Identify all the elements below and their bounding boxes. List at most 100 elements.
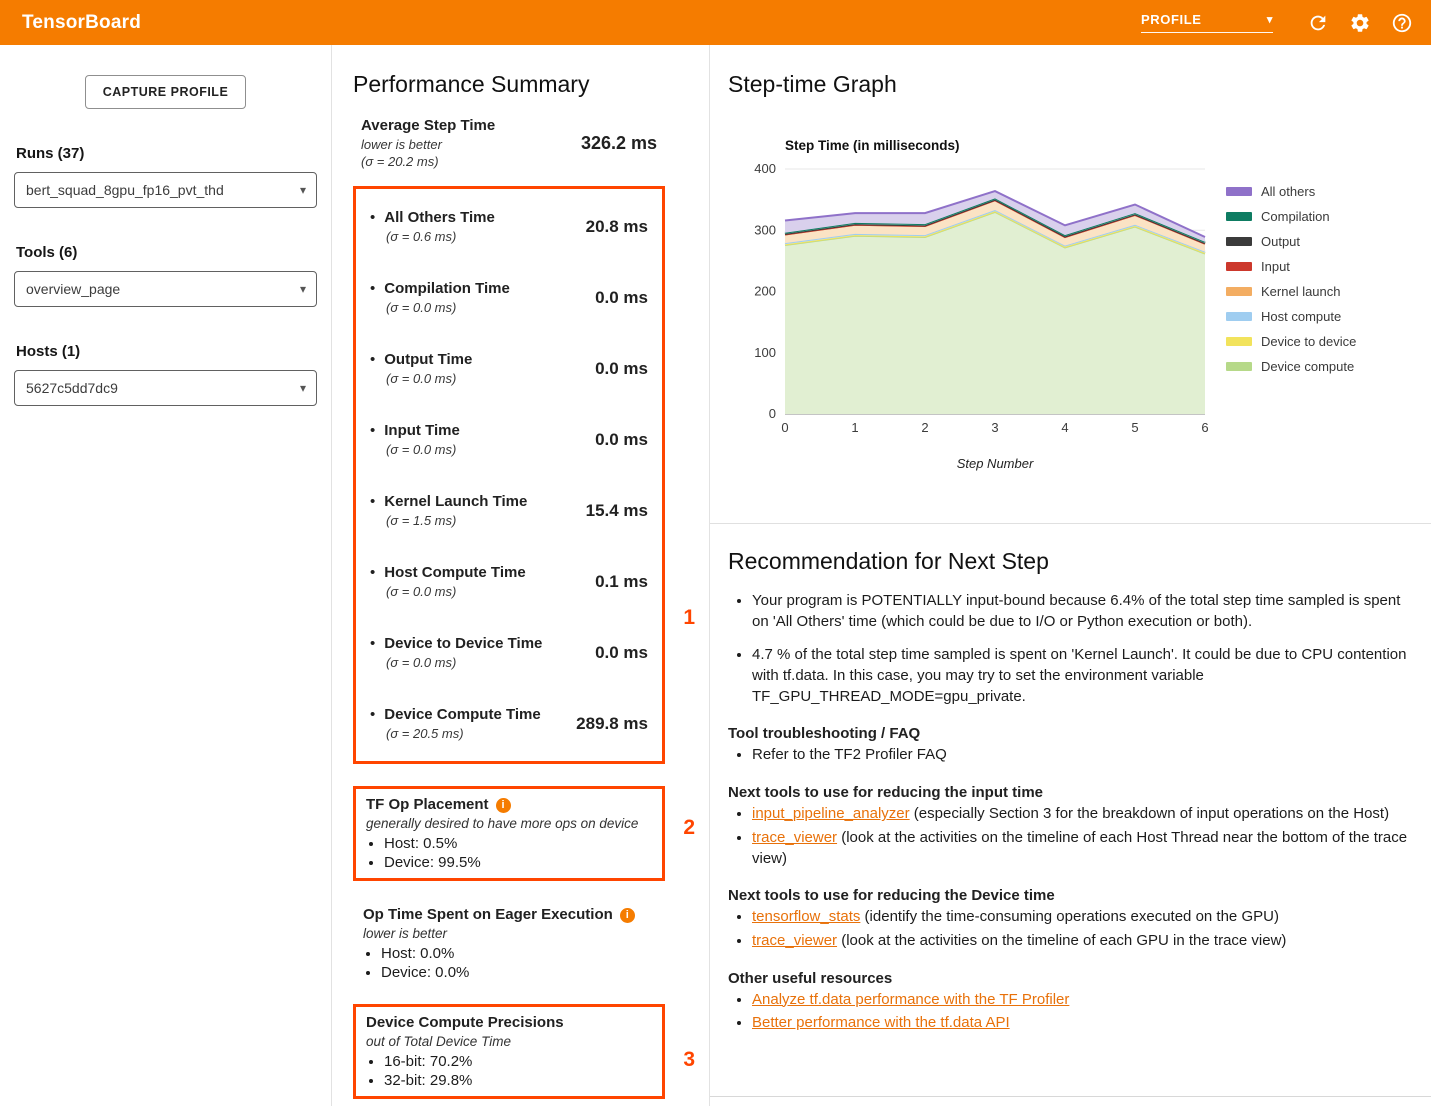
rec-item: Better performance with the tf.data API: [752, 1013, 1411, 1034]
metric-value: 0.0 ms: [595, 429, 648, 449]
rec-section-heading: Other useful resources: [728, 969, 893, 987]
chart-main: Step Time (in milliseconds) 0 100 200 300 40…: [740, 138, 1210, 471]
metric-sigma: (σ = 0.6 ms): [386, 229, 457, 244]
compute-precisions-title: Device Compute Precisions: [366, 1014, 564, 1031]
legend-item: All others: [1226, 184, 1356, 199]
legend-label: Device compute: [1261, 359, 1355, 374]
settings-gear-icon[interactable]: [1349, 12, 1371, 34]
chart-legend: All others Compilation Output Input Kernel l…: [1226, 184, 1356, 471]
rec-item: Refer to the TF2 Profiler FAQ: [752, 745, 1411, 766]
performance-summary-title: Performance Summary: [353, 71, 590, 97]
rec-link[interactable]: tensorflow_stats: [752, 908, 861, 926]
tf-op-placement-subtitle: generally desired to have more ops on de…: [366, 816, 639, 831]
metric-labels: • Host Compute Time (σ = 0.0 ms): [370, 563, 526, 600]
compute-precisions-box: Device Compute Precisions out of Total D…: [353, 1004, 665, 1099]
metric-label: • All Others Time: [370, 209, 495, 226]
capture-profile-button[interactable]: CAPTURE PROFILE: [84, 75, 247, 109]
list-item: 16-bit: 70.2%: [384, 1052, 652, 1071]
recommendation-bullet: Your program is POTENTIALLY input-bound …: [752, 591, 1411, 632]
bullet: •: [370, 706, 376, 723]
compute-precisions-wrap: Device Compute Precisions out of Total D…: [353, 1004, 695, 1099]
compute-precisions-title-row: Device Compute Precisions: [366, 1013, 652, 1033]
recommendation-title: Recommendation for Next Step: [728, 548, 1049, 574]
svg-text:400: 400: [754, 161, 776, 176]
legend-swatch: [1226, 362, 1252, 371]
metric-labels: • All Others Time (σ = 0.6 ms): [370, 208, 495, 245]
list-item: Host: 0.0%: [381, 944, 655, 963]
list-item: 32-bit: 29.8%: [384, 1071, 652, 1090]
tf-op-placement-title: TF Op Placement: [366, 796, 489, 813]
tf-op-placement-wrap: TF Op Placement i generally desired to h…: [353, 786, 695, 881]
legend-item: Kernel launch: [1226, 284, 1356, 299]
tools-select-value: overview_page: [26, 281, 121, 297]
help-icon[interactable]: [1391, 12, 1413, 34]
runs-select[interactable]: bert_squad_8gpu_fp16_pvt_thd ▾: [14, 172, 317, 208]
bullet: •: [370, 635, 376, 652]
annotation-2: 2: [683, 816, 695, 839]
legend-swatch: [1226, 262, 1252, 271]
chevron-down-icon: ▾: [299, 282, 306, 296]
metric-row: • Input Time (σ = 0.0 ms) 0.0 ms: [364, 404, 654, 475]
hosts-select[interactable]: 5627c5dd7dc9 ▾: [14, 370, 317, 406]
hosts-label: Hosts (1): [16, 343, 81, 360]
tf-op-placement-list: Host: 0.5%Device: 99.5%: [384, 834, 652, 872]
legend-item: Host compute: [1226, 309, 1356, 324]
svg-text:200: 200: [754, 284, 776, 299]
rec-section-list: input_pipeline_analyzer (especially Sect…: [752, 804, 1411, 869]
chart-title: Step Time (in milliseconds): [785, 138, 960, 153]
legend-item: Compilation: [1226, 209, 1356, 224]
legend-label: Device to device: [1261, 334, 1357, 349]
rec-link[interactable]: trace_viewer: [752, 931, 838, 949]
metric-row: • Host Compute Time (σ = 0.0 ms) 0.1 ms: [364, 546, 654, 617]
bullet: •: [370, 280, 376, 297]
metric-value: 289.8 ms: [576, 713, 648, 733]
rec-item: tensorflow_stats (identify the time-cons…: [752, 907, 1411, 928]
rec-link[interactable]: trace_viewer: [752, 828, 838, 846]
metric-label: • Kernel Launch Time: [370, 493, 528, 510]
metric-row: • Device to Device Time (σ = 0.0 ms) 0.0 …: [364, 617, 654, 688]
eager-execution-title-row: Op Time Spent on Eager Execution i: [363, 905, 655, 925]
rec-section-list: Refer to the TF2 Profiler FAQ: [752, 745, 1411, 766]
eager-execution-subtitle: lower is better: [363, 926, 448, 941]
metric-value: 20.8 ms: [585, 216, 648, 236]
legend-item: Output: [1226, 234, 1356, 249]
metric-label: • Input Time: [370, 422, 460, 439]
hosts-select-value: 5627c5dd7dc9: [26, 380, 118, 396]
rec-link[interactable]: Better performance with the tf.data API: [752, 1014, 1010, 1032]
metric-sigma: (σ = 0.0 ms): [386, 442, 457, 457]
svg-text:0: 0: [769, 406, 776, 421]
average-step-time-labels: Average Step Time lower is better (σ = 2…: [361, 116, 495, 170]
average-step-time-note: lower is better: [361, 137, 442, 152]
legend-label: Input: [1261, 259, 1290, 274]
list-item: Device: 99.5%: [384, 853, 652, 872]
legend-swatch: [1226, 337, 1252, 346]
sidebar: CAPTURE PROFILE Runs (37) bert_squad_8gp…: [0, 45, 332, 1106]
metric-labels: • Kernel Launch Time (σ = 1.5 ms): [370, 492, 527, 529]
metric-labels: • Input Time (σ = 0.0 ms): [370, 421, 460, 458]
chevron-down-icon: ▾: [1266, 14, 1273, 26]
rec-link[interactable]: input_pipeline_analyzer: [752, 805, 910, 823]
metric-value: 0.0 ms: [595, 287, 648, 307]
metric-sigma: (σ = 1.5 ms): [386, 513, 457, 528]
rec-section-list: tensorflow_stats (identify the time-cons…: [752, 907, 1411, 951]
info-icon[interactable]: i: [619, 907, 635, 923]
rec-link[interactable]: Analyze tf.data performance with the TF …: [752, 990, 1070, 1008]
reload-icon[interactable]: [1307, 12, 1329, 34]
dashboard-selector[interactable]: PROFILE ▾: [1141, 12, 1273, 33]
rec-item: trace_viewer (look at the activities on …: [752, 828, 1411, 869]
svg-text:6: 6: [1201, 420, 1208, 435]
tools-select[interactable]: overview_page ▾: [14, 271, 317, 307]
info-icon[interactable]: i: [495, 797, 511, 813]
legend-swatch: [1226, 312, 1252, 321]
metric-row: • Output Time (σ = 0.0 ms) 0.0 ms: [364, 333, 654, 404]
svg-text:1: 1: [851, 420, 858, 435]
list-item: Device: 0.0%: [381, 963, 655, 982]
step-time-chart: 0 100 200 300 400 0 1 2 3 4 5 6: [754, 161, 1208, 435]
metric-row: • All Others Time (σ = 0.6 ms) 20.8 ms: [364, 191, 654, 262]
bullet: •: [370, 422, 376, 439]
app-title: TensorBoard: [22, 11, 142, 33]
metric-label: • Device to Device Time: [370, 635, 543, 652]
metric-value: 0.0 ms: [595, 358, 648, 378]
metric-sigma: (σ = 0.0 ms): [386, 584, 457, 599]
svg-text:3: 3: [991, 420, 998, 435]
